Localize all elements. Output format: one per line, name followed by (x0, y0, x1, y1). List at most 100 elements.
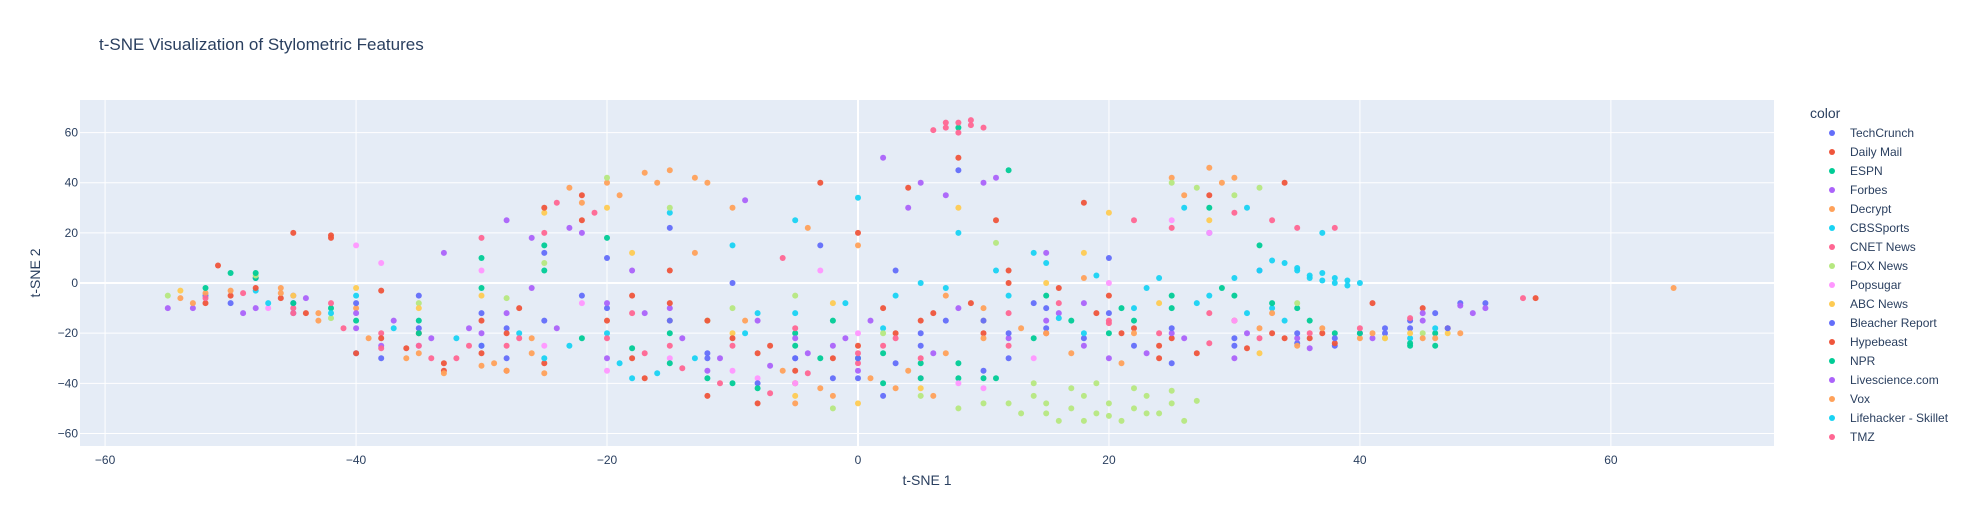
data-point (365, 335, 372, 342)
legend-item[interactable]: Vox (1829, 392, 1870, 406)
legend-label: Forbes (1850, 183, 1887, 197)
data-point (993, 267, 999, 274)
data-point (1055, 310, 1062, 317)
data-point (666, 204, 673, 211)
data-point (1244, 310, 1250, 317)
data-point (1206, 310, 1213, 317)
data-point (1269, 310, 1276, 317)
data-point (967, 122, 974, 129)
legend-item[interactable]: CNET News (1829, 240, 1916, 254)
data-point (641, 350, 648, 357)
data-point (440, 249, 447, 256)
data-point (503, 325, 510, 332)
data-point (1407, 315, 1414, 322)
data-point (1043, 305, 1050, 312)
series-4 (177, 164, 1677, 407)
data-point (792, 335, 799, 342)
data-point (202, 300, 209, 307)
data-point (604, 317, 610, 324)
data-point (315, 310, 322, 317)
data-point (1457, 330, 1464, 337)
y-tick-label: −40 (58, 376, 79, 390)
legend-item[interactable]: TechCrunch (1829, 126, 1914, 140)
data-point (880, 305, 887, 312)
x-axis-label: t-SNE 1 (902, 472, 951, 488)
data-point (691, 355, 698, 362)
legend-item[interactable]: FOX News (1829, 259, 1908, 273)
data-point (553, 199, 560, 206)
data-point (578, 192, 585, 199)
data-point (917, 280, 924, 286)
data-point (1244, 330, 1250, 337)
data-point (415, 325, 422, 332)
data-point (967, 117, 974, 124)
data-point (1319, 330, 1326, 337)
data-point (302, 310, 309, 317)
data-point (993, 239, 999, 246)
legend-item[interactable]: NPR (1829, 354, 1876, 368)
legend-item[interactable]: Decrypt (1829, 202, 1892, 216)
data-point (466, 342, 472, 349)
data-point (1093, 310, 1100, 317)
legend-item[interactable]: Popsugar (1829, 278, 1901, 292)
data-point (1043, 317, 1050, 324)
data-point (1043, 325, 1050, 332)
data-point (942, 317, 949, 324)
data-point (1294, 265, 1301, 271)
data-point (478, 362, 485, 369)
data-point (1231, 342, 1238, 349)
legend-label: Vox (1850, 392, 1870, 406)
data-point (980, 335, 987, 342)
data-point (779, 367, 786, 374)
data-point (1281, 335, 1288, 342)
data-point (1043, 410, 1050, 417)
data-point (1030, 392, 1037, 399)
legend-item[interactable]: Bleacher Report (1829, 316, 1937, 330)
legend-item[interactable]: CBSSports (1829, 221, 1909, 235)
data-point (641, 310, 648, 317)
data-point (1206, 164, 1213, 171)
legend-item[interactable]: Daily Mail (1829, 145, 1902, 159)
data-point (1382, 325, 1388, 332)
legend-item[interactable]: Lifehacker - Skillet (1829, 411, 1949, 425)
legend-item[interactable]: Livescience.com (1829, 373, 1939, 387)
data-point (892, 267, 899, 274)
data-point (955, 375, 962, 382)
data-point (1168, 330, 1175, 337)
chart-title: t-SNE Visualization of Stylometric Featu… (99, 35, 424, 54)
data-point (1206, 229, 1213, 236)
data-point (503, 330, 510, 337)
data-point (1344, 282, 1351, 289)
data-point (917, 375, 924, 382)
data-point (578, 292, 585, 299)
data-point (516, 330, 523, 337)
data-point (528, 285, 535, 291)
data-point (1168, 224, 1175, 231)
data-point (353, 292, 360, 299)
data-point (1005, 342, 1012, 349)
legend-item[interactable]: Forbes (1829, 183, 1887, 197)
data-point (1055, 285, 1062, 291)
data-point (754, 375, 761, 382)
data-point (792, 292, 799, 299)
legend-item[interactable]: ABC News (1829, 297, 1908, 311)
data-point (704, 317, 711, 324)
data-point (290, 305, 297, 312)
data-point (415, 305, 422, 312)
data-point (729, 280, 736, 286)
data-point (980, 385, 987, 392)
legend-item[interactable]: TMZ (1829, 430, 1875, 444)
data-point (1432, 310, 1439, 317)
legend-item[interactable]: Hypebeast (1829, 335, 1908, 349)
data-point (1382, 335, 1388, 342)
data-point (1306, 345, 1313, 352)
data-point (227, 287, 234, 294)
data-point (666, 305, 673, 312)
legend[interactable]: color TechCrunch Daily Mail ESPN Forbes Decr… (1810, 105, 1949, 444)
data-point (1080, 342, 1087, 349)
legend-label: Lifehacker - Skillet (1850, 411, 1949, 425)
data-point (917, 179, 924, 186)
legend-item[interactable]: ESPN (1829, 164, 1883, 178)
data-point (265, 305, 272, 312)
data-point (277, 290, 284, 297)
